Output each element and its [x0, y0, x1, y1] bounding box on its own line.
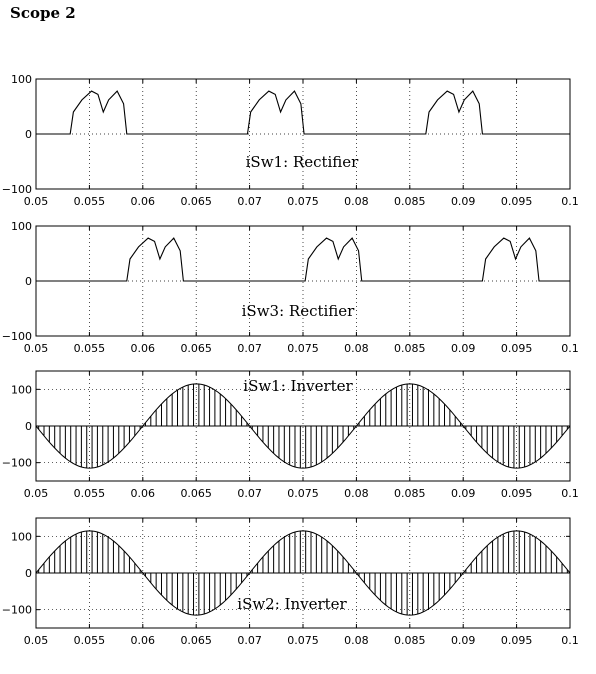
x-tick-label: 0.1 [561, 487, 579, 500]
plot-frame [35, 225, 571, 337]
x-tick-label: 0.085 [394, 342, 426, 355]
scope-panel-2: 0.05 0.055 0.06 0.065 0.07 0.075 0.08 0.085 0.09… [2, 220, 579, 355]
panel-label: iSw2: Inverter [237, 595, 347, 613]
x-tick-label: 0.065 [180, 634, 212, 647]
plot-frame [35, 517, 571, 629]
x-tick-label: 0.07 [237, 195, 262, 208]
y-tick-label: −100 [2, 330, 32, 343]
x-tick-label: 0.08 [344, 634, 369, 647]
x-tick-label: 0.095 [501, 487, 533, 500]
x-tick-label: 0.05 [24, 195, 49, 208]
x-tick-label: 0.08 [344, 487, 369, 500]
x-tick-label: 0.085 [394, 195, 426, 208]
x-tick-label: 0.055 [74, 342, 106, 355]
x-tick-label: 0.065 [180, 195, 212, 208]
envelope-trace [35, 530, 571, 616]
scope-panel-1: 0.05 0.055 0.06 0.065 0.07 0.075 0.08 0.085 0.09… [2, 73, 579, 208]
x-tick-label: 0.05 [24, 634, 49, 647]
x-tick-label: 0.1 [561, 342, 579, 355]
pwm-pulses [38, 383, 568, 469]
x-tick-label: 0.09 [451, 487, 476, 500]
x-tick-label: 0.095 [501, 342, 533, 355]
x-tick-label: 0.075 [287, 195, 319, 208]
panel-label: iSw1: Inverter [243, 377, 353, 395]
envelope-trace [35, 383, 571, 469]
y-tick-label: 0 [25, 275, 32, 288]
y-tick-label: 100 [11, 73, 32, 86]
panel-label: iSw1: Rectifier [246, 153, 360, 171]
y-tick-label: 0 [25, 128, 32, 141]
x-tick-label: 0.065 [180, 342, 212, 355]
y-tick-label: −100 [2, 183, 32, 196]
scope-panel-4: 0.05 0.055 0.06 0.065 0.07 0.075 0.08 0.085 0.09… [2, 517, 579, 647]
y-tick-label: 100 [11, 530, 32, 543]
x-tick-label: 0.085 [394, 487, 426, 500]
x-tick-label: 0.055 [74, 487, 106, 500]
x-tick-label: 0.075 [287, 487, 319, 500]
y-tick-label: 0 [25, 567, 32, 580]
x-tick-label: 0.07 [237, 634, 262, 647]
y-tick-label: 0 [25, 420, 32, 433]
x-tick-label: 0.075 [287, 634, 319, 647]
y-tick-label: −100 [2, 457, 32, 470]
x-tick-label: 0.055 [74, 195, 106, 208]
x-tick-label: 0.06 [131, 342, 156, 355]
x-tick-label: 0.095 [501, 634, 533, 647]
x-tick-label: 0.05 [24, 342, 49, 355]
x-tick-label: 0.06 [131, 634, 156, 647]
x-tick-label: 0.06 [131, 195, 156, 208]
signal-trace [36, 90, 570, 135]
panel-label: iSw3: Rectifier [242, 302, 356, 320]
scope-panel-3: 0.05 0.055 0.06 0.065 0.07 0.075 0.08 0.085 0.09… [2, 370, 579, 500]
plot-frame [35, 370, 571, 482]
x-tick-label: 0.09 [451, 634, 476, 647]
signal-trace [36, 237, 570, 282]
y-tick-label: −100 [2, 604, 32, 617]
x-tick-label: 0.08 [344, 195, 369, 208]
page-title: Scope 2 [10, 4, 76, 22]
pwm-pulses [38, 530, 568, 616]
plot-frame [35, 78, 571, 190]
x-tick-label: 0.085 [394, 634, 426, 647]
x-tick-label: 0.09 [451, 195, 476, 208]
y-tick-label: 100 [11, 220, 32, 233]
x-tick-label: 0.06 [131, 487, 156, 500]
x-tick-label: 0.065 [180, 487, 212, 500]
y-tick-label: 100 [11, 383, 32, 396]
x-tick-label: 0.095 [501, 195, 533, 208]
x-tick-label: 0.05 [24, 487, 49, 500]
x-tick-label: 0.1 [561, 195, 579, 208]
x-tick-label: 0.055 [74, 634, 106, 647]
x-tick-label: 0.07 [237, 342, 262, 355]
x-tick-label: 0.08 [344, 342, 369, 355]
x-tick-label: 0.09 [451, 342, 476, 355]
x-tick-label: 0.075 [287, 342, 319, 355]
x-tick-label: 0.07 [237, 487, 262, 500]
x-tick-label: 0.1 [561, 634, 579, 647]
